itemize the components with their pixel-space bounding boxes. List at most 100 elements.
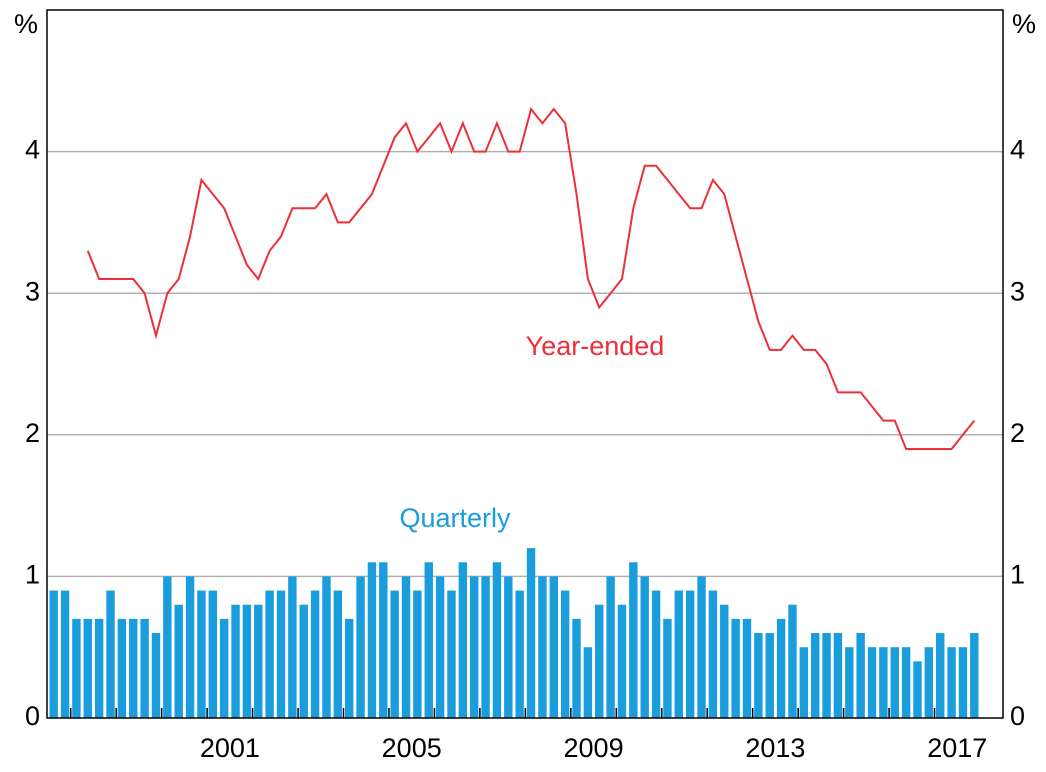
bar (265, 590, 274, 718)
bar (606, 576, 615, 718)
bar (810, 633, 820, 718)
bar (49, 590, 58, 718)
bar (731, 618, 740, 718)
bar (742, 618, 752, 718)
bar (401, 576, 411, 718)
bar (515, 590, 524, 718)
bar (526, 548, 536, 718)
bar (617, 604, 627, 718)
bar (242, 604, 252, 718)
bar (435, 576, 445, 718)
bar (651, 590, 661, 718)
bar (867, 647, 877, 718)
bar (83, 618, 92, 718)
bar (572, 618, 581, 718)
bar (674, 590, 684, 718)
bar (390, 590, 399, 718)
bar (356, 576, 365, 718)
y-tick-label: 2 (25, 418, 40, 448)
bar (208, 590, 218, 718)
bar (106, 590, 115, 718)
bar (560, 590, 570, 718)
x-tick-label: 2009 (564, 733, 624, 763)
bar (663, 618, 672, 718)
bar (685, 590, 695, 718)
bar (583, 647, 593, 718)
y2-tick-label: 1 (1010, 560, 1025, 590)
y2-tick-label: 2 (1010, 418, 1025, 448)
y-tick-label: 0 (25, 701, 40, 731)
bar (788, 604, 797, 718)
bar (344, 618, 354, 718)
bar (924, 647, 934, 718)
y-tick-label: 1 (25, 560, 40, 590)
y-axis-unit: % (14, 9, 38, 39)
bar (231, 604, 240, 718)
bar (913, 661, 922, 718)
plot-frame (46, 9, 1004, 719)
bar (379, 562, 388, 718)
x-tick-label: 2017 (927, 733, 987, 763)
bar (595, 604, 604, 718)
bar (60, 590, 70, 718)
bar (129, 618, 138, 718)
bar (754, 633, 763, 718)
bar (299, 604, 308, 718)
bar (163, 576, 172, 718)
y2-axis-unit: % (1012, 9, 1036, 39)
bar (276, 590, 286, 718)
bar (640, 576, 649, 718)
bar (799, 647, 809, 718)
bar (720, 604, 729, 718)
bar (117, 618, 127, 718)
bar (322, 576, 331, 718)
bar (833, 633, 843, 718)
x-tick-label: 2001 (200, 733, 260, 763)
bar (492, 562, 502, 718)
line (86, 106, 976, 450)
bar (549, 576, 558, 718)
bar (424, 562, 433, 718)
bar (458, 562, 468, 718)
y-tick-label: 3 (25, 276, 40, 306)
bar (197, 590, 206, 718)
bar (538, 576, 547, 718)
bar (856, 633, 865, 718)
x-tick-label: 2013 (745, 733, 805, 763)
y2-tick-label: 0 (1010, 701, 1025, 731)
bar (151, 633, 161, 718)
bar (845, 647, 854, 718)
bar (776, 618, 786, 718)
bar (822, 633, 831, 718)
bar (901, 647, 911, 718)
bar (185, 576, 195, 718)
y2-tick-label: 3 (1010, 276, 1025, 306)
bar (947, 647, 956, 718)
bar (629, 562, 638, 718)
bar (504, 576, 513, 718)
bar (288, 576, 297, 718)
series-label: Year-ended (526, 331, 665, 361)
bar (697, 576, 706, 718)
bar (367, 562, 377, 718)
bar (333, 590, 343, 718)
y2-tick-label: 4 (1010, 135, 1025, 165)
bar (936, 633, 945, 718)
bar (94, 618, 104, 718)
bar (447, 590, 456, 718)
bar (174, 604, 183, 718)
bar (879, 647, 888, 718)
bar (481, 576, 490, 718)
bar (72, 618, 81, 718)
bar (890, 647, 899, 718)
bar (140, 618, 149, 718)
bar (254, 604, 263, 718)
bar (708, 590, 718, 718)
series-label: Quarterly (399, 503, 511, 533)
bar (219, 618, 229, 718)
bar (765, 633, 774, 718)
y-tick-label: 4 (25, 135, 40, 165)
bar (310, 590, 320, 718)
bar (958, 647, 968, 718)
